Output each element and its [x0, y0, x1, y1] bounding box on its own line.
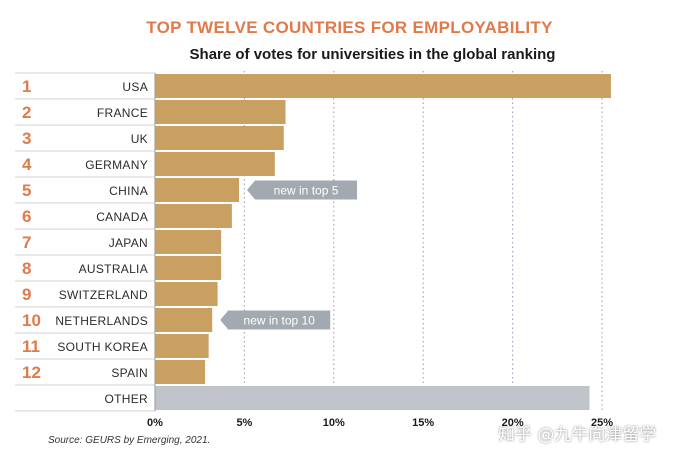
bar-usa — [155, 74, 611, 98]
x-tick-label: 5% — [236, 417, 252, 429]
x-tick-label: 10% — [323, 417, 345, 429]
category-label: SWITZERLAND — [59, 288, 148, 302]
bar-switzerland — [155, 282, 218, 306]
watermark: 知乎 @九牛向津留学 — [498, 425, 657, 445]
rank-label: 11 — [22, 337, 40, 356]
callout-text: new in top 10 — [244, 314, 316, 328]
bar-australia — [155, 256, 222, 280]
x-tick-label: 20% — [502, 417, 524, 429]
category-label: FRANCE — [97, 106, 148, 120]
category-label: CHINA — [109, 184, 148, 198]
bar-china — [155, 178, 240, 202]
category-label: NETHERLANDS — [55, 314, 148, 328]
category-label: JAPAN — [109, 236, 148, 250]
rank-label: 9 — [22, 285, 31, 304]
rank-label: 10 — [22, 311, 41, 330]
rank-label: 4 — [22, 155, 32, 174]
rank-label: 6 — [22, 207, 31, 226]
x-tick-label: 15% — [412, 417, 434, 429]
category-label: SPAIN — [111, 366, 148, 380]
source-note: Source: GEURS by Emerging, 2021. — [48, 435, 211, 446]
rank-label: 1 — [22, 77, 31, 96]
callout-tag — [247, 180, 358, 200]
chart-subtitle: Share of votes for universities in the g… — [189, 46, 556, 63]
rank-label: 2 — [22, 103, 31, 122]
chart-title: TOP TWELVE COUNTRIES FOR EMPLOYABILITY — [146, 18, 553, 37]
category-label: CANADA — [96, 210, 148, 224]
bar-spain — [155, 360, 206, 384]
rank-label: 5 — [22, 181, 31, 200]
callout-tag — [220, 310, 331, 330]
category-label: SOUTH KOREA — [57, 340, 148, 354]
bar-japan — [155, 230, 222, 254]
category-label: USA — [122, 80, 148, 94]
category-label: UK — [131, 132, 148, 146]
bar-south-korea — [155, 334, 209, 358]
bar-other — [155, 386, 590, 410]
rank-label: 12 — [22, 363, 41, 382]
rank-label: 7 — [22, 233, 31, 252]
callout-text: new in top 5 — [274, 184, 339, 198]
bar-france — [155, 100, 286, 124]
bar-netherlands — [155, 308, 213, 332]
category-label: OTHER — [105, 392, 149, 406]
category-label: GERMANY — [85, 158, 148, 172]
category-label: AUSTRALIA — [79, 262, 148, 276]
bar-uk — [155, 126, 284, 150]
rank-label: 8 — [22, 259, 31, 278]
bar-germany — [155, 152, 275, 176]
x-tick-label: 0% — [147, 417, 163, 429]
x-tick-label: 25% — [591, 417, 613, 429]
bar-canada — [155, 204, 232, 228]
rank-label: 3 — [22, 129, 31, 148]
